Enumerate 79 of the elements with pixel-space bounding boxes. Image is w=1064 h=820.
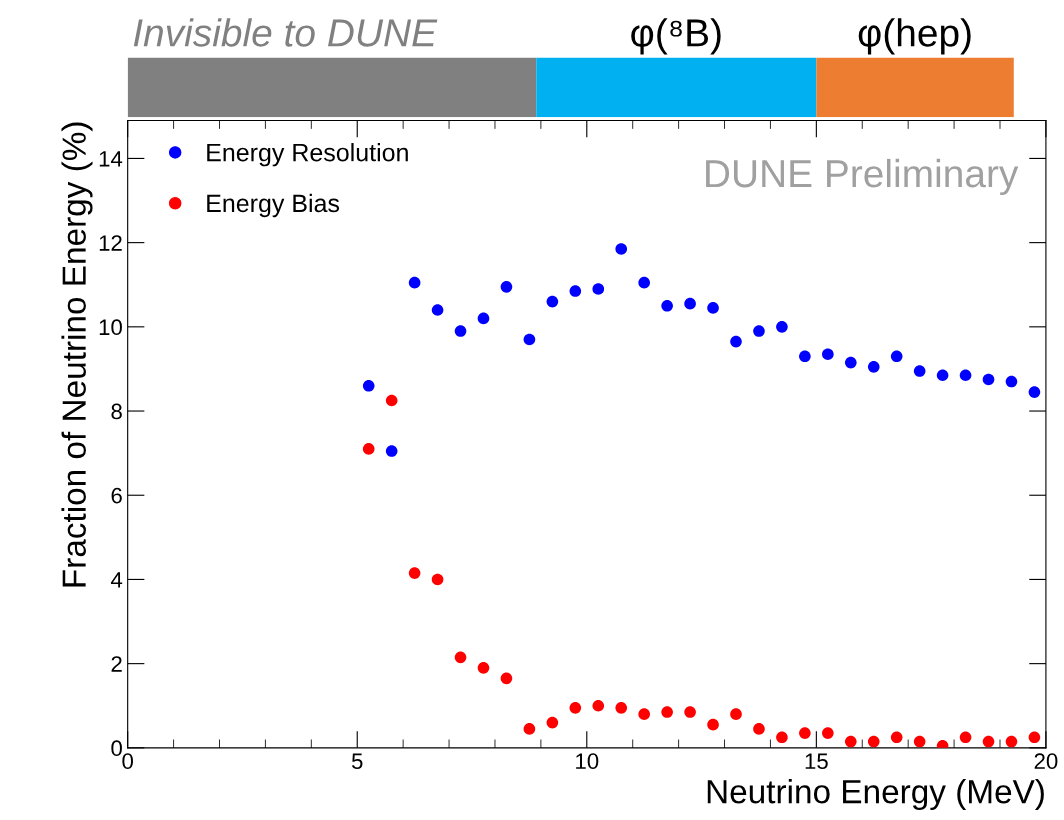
point: [1005, 375, 1018, 388]
point: [822, 348, 834, 361]
point: [431, 304, 444, 316]
point: [707, 718, 719, 731]
y-tick-label: 12: [99, 235, 122, 251]
legend-label: Energy Bias: [207, 193, 340, 218]
point: [753, 723, 765, 735]
point: [867, 361, 880, 373]
point: [684, 706, 696, 718]
point: [776, 321, 788, 333]
point: [477, 662, 490, 674]
x-tick-label: 5: [351, 753, 363, 770]
point: [982, 735, 995, 748]
point: [890, 350, 903, 363]
y-tick-label: 8: [111, 403, 122, 420]
x-tick-label: 20: [1034, 753, 1058, 770]
point: [638, 276, 650, 289]
series-label: φ(hep): [858, 18, 971, 55]
point: [500, 281, 513, 293]
point: [822, 727, 834, 739]
point: [936, 369, 949, 382]
point: [753, 325, 765, 337]
point: [385, 445, 398, 457]
point: [408, 567, 421, 579]
point: [959, 731, 972, 744]
point: [982, 373, 995, 386]
x-axis-title: Neutrino Energy (MeV): [707, 778, 1044, 811]
point: [638, 708, 650, 720]
point: [844, 356, 857, 369]
point: [1005, 735, 1018, 748]
point: [799, 350, 811, 363]
y-tick-label: 14: [99, 151, 123, 167]
point: [523, 333, 536, 346]
point: [431, 573, 444, 586]
point: [730, 708, 742, 720]
point: [592, 699, 605, 712]
series-label: φ(⁸B): [631, 18, 721, 55]
point: [844, 735, 857, 748]
point: [362, 443, 375, 455]
point: [776, 731, 788, 744]
y-tick-label: 6: [111, 487, 122, 504]
point: [959, 369, 972, 382]
point: [546, 295, 559, 308]
point: [523, 723, 536, 735]
point: [1028, 386, 1041, 398]
x-tick-label: 15: [805, 753, 828, 770]
point: [913, 365, 926, 377]
point: [569, 702, 582, 714]
point: [454, 651, 467, 664]
x-tick-label: 10: [576, 753, 599, 770]
point: [615, 243, 628, 255]
y-tick-label: 4: [110, 572, 123, 588]
series-label: Invisible to DUNE: [133, 18, 438, 47]
point: [867, 735, 880, 748]
point: [362, 379, 375, 392]
point: [592, 283, 605, 295]
legend-label: Energy Resolution: [207, 143, 408, 167]
point: [684, 297, 696, 310]
point: [454, 325, 467, 337]
point: [385, 394, 398, 407]
y-tick-label: 2: [111, 656, 122, 672]
point: [500, 672, 513, 685]
point: [546, 716, 559, 729]
point: [1028, 731, 1041, 744]
point: [477, 312, 490, 325]
point: [615, 702, 628, 714]
point: [661, 706, 673, 718]
y-axis-title: Fraction of Neutrino Energy (%): [61, 122, 93, 587]
y-tick-label: 10: [99, 319, 122, 336]
point: [661, 299, 673, 312]
point: [890, 731, 903, 744]
y-tick-label: 0: [111, 740, 122, 757]
point: [408, 276, 421, 289]
point: [569, 285, 582, 297]
point: [799, 727, 811, 739]
point: [707, 302, 719, 314]
point: [913, 735, 926, 748]
point: [730, 335, 742, 348]
annotation: DUNE Preliminary: [706, 158, 1019, 196]
